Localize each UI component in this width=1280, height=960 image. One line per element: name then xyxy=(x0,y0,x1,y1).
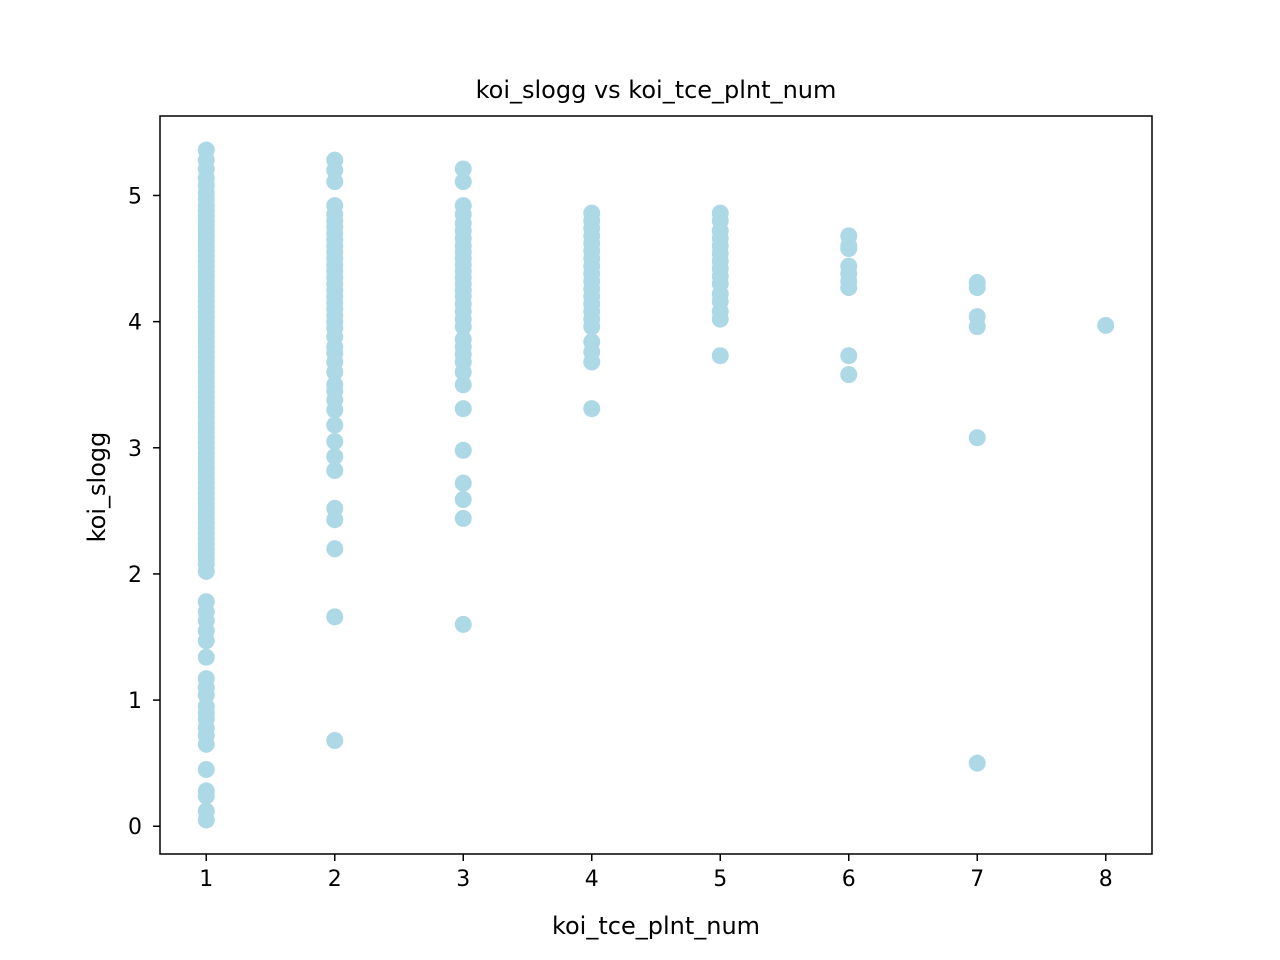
data-point xyxy=(326,416,344,434)
data-point xyxy=(326,608,344,626)
data-point xyxy=(197,648,215,666)
data-point xyxy=(197,735,215,753)
x-tick-label: 5 xyxy=(713,867,727,892)
data-point xyxy=(326,401,344,419)
data-point xyxy=(326,461,344,479)
data-point xyxy=(1097,316,1115,334)
data-point xyxy=(454,509,472,527)
data-point xyxy=(454,318,472,336)
x-tick-label: 3 xyxy=(456,867,470,892)
data-point xyxy=(968,429,986,447)
x-tick-label: 4 xyxy=(585,867,599,892)
data-point xyxy=(326,173,344,191)
data-point xyxy=(454,363,472,381)
data-point xyxy=(711,310,729,328)
data-point xyxy=(968,754,986,772)
data-point xyxy=(454,441,472,459)
plot-frame xyxy=(159,115,1153,855)
data-point xyxy=(326,448,344,466)
data-point xyxy=(840,279,858,297)
points-layer xyxy=(197,141,1115,829)
data-point xyxy=(968,279,986,297)
x-tick-label: 2 xyxy=(328,867,342,892)
data-point xyxy=(583,353,601,371)
y-tick-label: 4 xyxy=(128,311,142,336)
data-point xyxy=(583,400,601,418)
data-point xyxy=(197,632,215,650)
data-point xyxy=(197,811,215,829)
data-point xyxy=(454,173,472,191)
data-point xyxy=(454,491,472,509)
data-point xyxy=(454,376,472,394)
y-axis-label: koi_slogg xyxy=(83,432,111,543)
data-point xyxy=(840,366,858,384)
data-point xyxy=(326,432,344,450)
data-point xyxy=(326,731,344,749)
y-tick-label: 1 xyxy=(128,689,142,714)
x-axis-label: koi_tce_plnt_num xyxy=(552,912,760,940)
data-point xyxy=(454,474,472,492)
chart-title: koi_slogg vs koi_tce_plnt_num xyxy=(476,76,837,104)
axes-layer: 1 2 3 4 5 6 7 8 0 1 2 3 4 5 xyxy=(128,184,1113,892)
y-tick-label: 5 xyxy=(128,184,142,209)
data-point xyxy=(840,347,858,365)
data-point xyxy=(583,318,601,336)
data-point xyxy=(454,615,472,633)
data-point xyxy=(840,239,858,257)
data-point xyxy=(197,562,215,580)
data-point xyxy=(326,363,344,381)
data-point xyxy=(197,760,215,778)
x-tick-label: 1 xyxy=(199,867,213,892)
data-point xyxy=(326,511,344,529)
x-tick-label: 7 xyxy=(970,867,984,892)
y-tick-label: 0 xyxy=(128,815,142,840)
y-tick-label: 3 xyxy=(128,437,142,462)
x-tick-label: 6 xyxy=(842,867,856,892)
x-tick-label: 8 xyxy=(1099,867,1113,892)
data-point xyxy=(711,347,729,365)
y-tick-label: 2 xyxy=(128,563,142,588)
data-point xyxy=(326,540,344,558)
data-point xyxy=(454,400,472,418)
data-point xyxy=(197,787,215,805)
data-point xyxy=(454,160,472,178)
data-point xyxy=(968,318,986,336)
